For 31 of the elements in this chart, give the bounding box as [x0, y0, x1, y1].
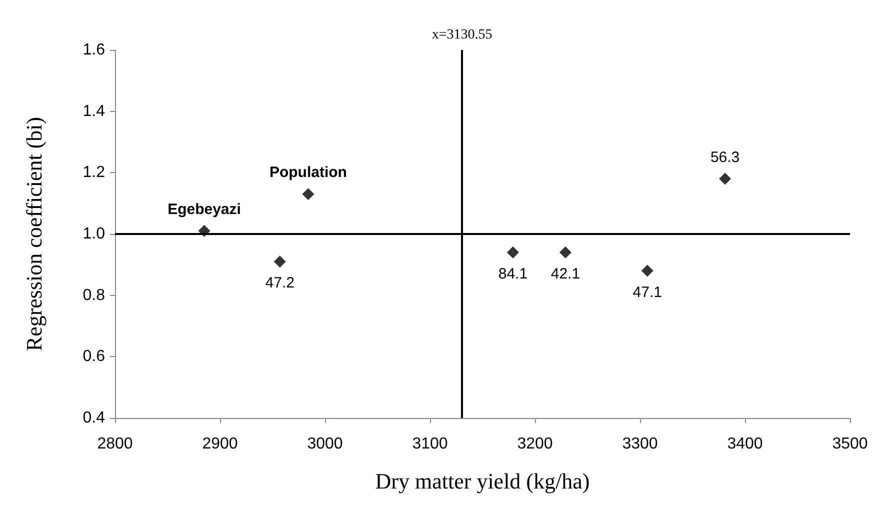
- point: [274, 256, 286, 268]
- y-tick-label: 1.2: [82, 164, 106, 182]
- x-tick-label: 3200: [517, 436, 553, 452]
- y-tick-label: 1.0: [82, 226, 106, 242]
- annotation: 47.1: [632, 284, 662, 301]
- x-tick-label: 3300: [622, 436, 658, 452]
- y-tick-label: 0.6: [82, 348, 106, 366]
- annotation: 56.3: [710, 148, 740, 166]
- x-tick-label: 3400: [727, 436, 763, 452]
- y-tick-label: 1.6: [82, 42, 106, 58]
- point: [302, 188, 314, 200]
- annotation: 47.2: [265, 274, 294, 292]
- y-tick-label: 0.8: [82, 286, 106, 304]
- annotation: Population: [269, 164, 347, 182]
- annotation: 42.1: [550, 265, 580, 282]
- x-tick-label: 2800: [97, 436, 133, 452]
- y-tick-label: 1.4: [82, 102, 106, 120]
- y-axis-title: Regression coefficient (bi): [22, 116, 46, 352]
- annotation: 84.1: [498, 265, 528, 282]
- point: [719, 172, 732, 185]
- ref-line-label: x=3130.55: [432, 28, 492, 42]
- y-tick-label: 0.4: [82, 410, 106, 426]
- x-axis-title: Dry matter yield (kg/ha): [375, 468, 590, 494]
- x-tick-label: 2900: [202, 436, 238, 452]
- x-tick-label: 3000: [307, 436, 343, 452]
- x-tick-label: 3100: [412, 436, 448, 452]
- point: [559, 246, 572, 258]
- point: [641, 264, 654, 277]
- point: [506, 246, 519, 258]
- x-tick-label: 3500: [832, 436, 868, 452]
- annotation: Egebeyazi: [168, 200, 241, 218]
